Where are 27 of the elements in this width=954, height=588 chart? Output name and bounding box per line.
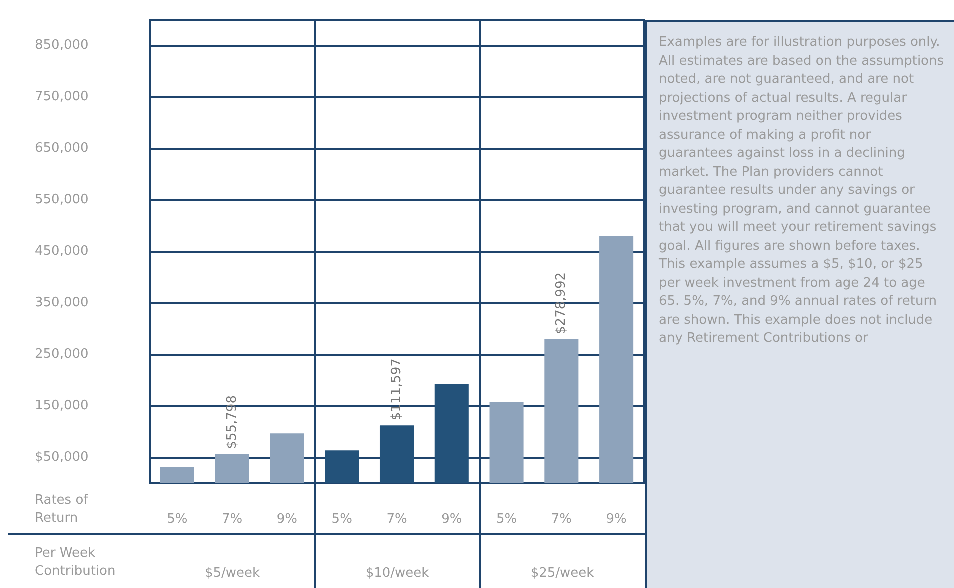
y-tick-label: 850,000 [35,38,89,54]
y-tick-label: 350,000 [35,295,89,310]
x-tick-label: 9% [276,512,298,527]
x-axis-title: Rates of Return [35,492,90,528]
x-tick-label: 7% [386,512,408,527]
x-tick-label: 9% [606,512,627,527]
y-tick-label: 550,000 [35,192,89,208]
y-tick-label: 750,000 [35,90,89,105]
data-label: $111,597 [390,358,404,421]
text: $10/week [364,565,430,583]
x-tick-label: 5% [332,512,352,527]
text: Examples are for illustration purposes only. All estimates are based on the assumptions noted, are not guaranteed, and are not projections of actual results. A regular investment program neither provides assurance of making a profit nor guarantees against loss in a declining market. The Plan providers cannot guarantee results under any savings or investing program, and cannot guarantee that you will meet your retirement savings goal. All figures are shown before taxes. This example assumes a $5, $10, or $25 per week investment from age 24 to age 65. 5%, 7%, and 9% annual rates of return are shown. This example does not include any Retirement Contributions or [659,35,944,346]
y-tick-label: 450,000 [35,244,89,259]
text: $5/week [204,565,262,583]
x-tick-label: 7% [551,512,572,527]
x-tick-label: 5% [496,512,518,527]
y-tick-label: 150,000 [35,398,89,414]
y-tick-label: 250,000 [35,346,89,362]
text: Per Week Contribution [35,545,117,581]
y-tick-label: $50,000 [35,450,89,465]
data-label: $55,798 [224,396,240,450]
y-tick-label: 650,000 [35,141,89,156]
data-label: $278,992 [554,272,570,334]
x-tick-label: 5% [167,512,188,527]
text: $25/week [530,565,596,583]
x-tick-label: 7% [222,512,243,527]
x-tick-label: 9% [442,512,462,527]
